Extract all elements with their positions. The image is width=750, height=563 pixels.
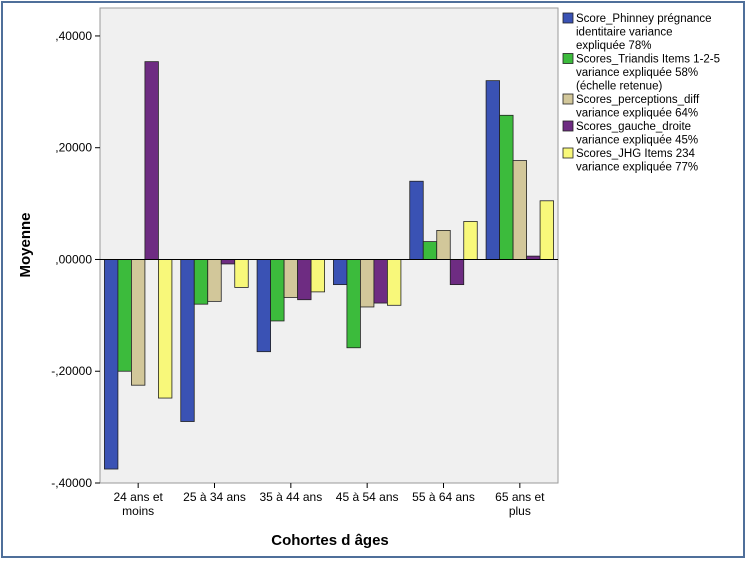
bar	[360, 259, 375, 308]
x-tick-label: 24 ans et	[113, 490, 163, 504]
legend: Score_Phinney prégnance identitaire varia…	[562, 12, 720, 174]
bar	[297, 259, 312, 301]
x-tick-label: 45 à 54 ans	[336, 490, 399, 504]
legend-swatch	[562, 93, 574, 105]
bar	[310, 259, 325, 293]
bar	[144, 61, 159, 260]
bar	[387, 259, 402, 306]
bar	[180, 259, 195, 422]
y-tick-label: -,20000	[51, 364, 92, 378]
y-axis-title: Moyenne	[17, 212, 34, 277]
bar	[512, 160, 527, 260]
x-tick-label: 65 ans et	[495, 490, 545, 504]
legend-label: expliquée 78%	[576, 40, 651, 52]
legend-swatch	[562, 120, 574, 132]
bars	[104, 61, 554, 470]
legend-label: (échelle retenue)	[576, 81, 662, 93]
bar	[193, 259, 209, 305]
legend-label: identitaire variance	[576, 27, 673, 39]
bar	[234, 259, 249, 288]
y-tick-label: -,40000	[51, 476, 92, 490]
bar	[131, 259, 146, 386]
legend-label: variance expliquée 58%	[576, 67, 698, 79]
bar	[104, 259, 119, 470]
legend-swatch	[562, 147, 574, 159]
legend-label: Scores_Triandis Items 1-2-5	[576, 54, 720, 66]
bar	[207, 259, 222, 302]
bar	[499, 114, 514, 260]
x-tick-label: 55 à 64 ans	[412, 490, 475, 504]
bar	[333, 259, 348, 286]
y-axis: ,40000 ,20000 ,00000 -,20000 -,40000	[51, 29, 100, 490]
bar	[373, 259, 388, 304]
bar	[283, 259, 298, 298]
legend-swatch	[562, 12, 574, 24]
legend-label: Scores_JHG Items 234	[576, 148, 695, 160]
bar	[539, 200, 554, 260]
y-tick-label: ,40000	[55, 29, 92, 43]
bar	[422, 241, 438, 260]
x-axis-title: Cohortes d âges	[271, 532, 389, 549]
bar	[449, 259, 465, 286]
plot-area	[99, 7, 559, 484]
legend-label: variance expliquée 64%	[576, 108, 698, 120]
legend-swatch	[562, 53, 574, 64]
bar	[526, 255, 541, 260]
x-tick-label: moins	[122, 504, 154, 518]
bar	[485, 80, 500, 260]
legend-label: Scores_gauche_droite	[576, 121, 691, 133]
legend-label: Score_Phinney prégnance	[576, 13, 712, 25]
x-tick-label: plus	[509, 504, 531, 518]
bar	[409, 180, 424, 260]
bar	[158, 259, 173, 399]
bar	[463, 221, 478, 260]
legend-label: Scores_perceptions_diff	[576, 94, 700, 106]
bar	[346, 259, 361, 349]
x-tick-label: 35 à 44 ans	[259, 490, 322, 504]
bar	[270, 259, 285, 322]
x-tick-label: 25 à 34 ans	[183, 490, 246, 504]
y-tick-label: ,00000	[55, 252, 92, 266]
legend-label: variance expliquée 77%	[576, 162, 698, 174]
bar	[220, 259, 236, 265]
bar	[117, 259, 132, 372]
legend-label: variance expliquée 45%	[576, 135, 698, 147]
bar	[256, 259, 271, 353]
y-tick-label: ,20000	[55, 141, 92, 155]
bar	[436, 230, 451, 260]
